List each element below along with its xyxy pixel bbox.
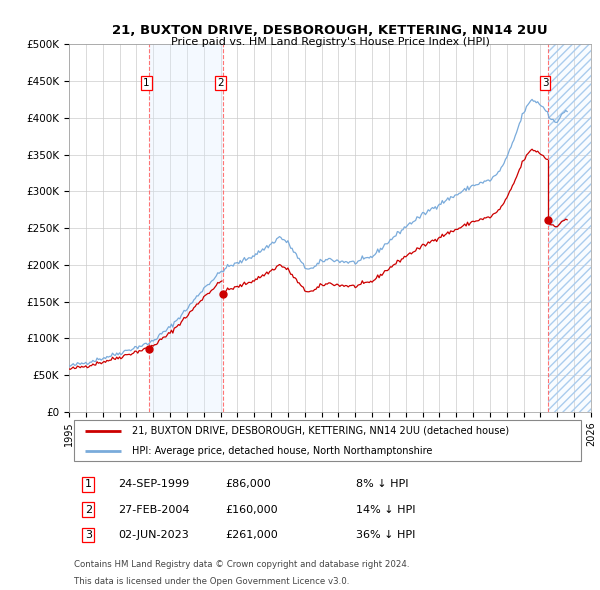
Text: 3: 3 [85, 530, 92, 540]
Text: 21, BUXTON DRIVE, DESBOROUGH, KETTERING, NN14 2UU: 21, BUXTON DRIVE, DESBOROUGH, KETTERING,… [112, 24, 548, 37]
Bar [149, 44, 223, 412]
Text: £86,000: £86,000 [226, 479, 271, 489]
Text: Price paid vs. HM Land Registry's House Price Index (HPI): Price paid vs. HM Land Registry's House … [170, 37, 490, 47]
Text: £160,000: £160,000 [226, 504, 278, 514]
Text: 24-SEP-1999: 24-SEP-1999 [119, 479, 190, 489]
Text: 21, BUXTON DRIVE, DESBOROUGH, KETTERING, NN14 2UU (detached house): 21, BUXTON DRIVE, DESBOROUGH, KETTERING,… [131, 425, 509, 435]
Text: 02-JUN-2023: 02-JUN-2023 [119, 530, 190, 540]
Bar [548, 44, 591, 412]
Text: 36% ↓ HPI: 36% ↓ HPI [356, 530, 415, 540]
Text: 1: 1 [143, 78, 149, 88]
Text: 3: 3 [542, 78, 548, 88]
Text: 14% ↓ HPI: 14% ↓ HPI [356, 504, 416, 514]
Text: 8% ↓ HPI: 8% ↓ HPI [356, 479, 409, 489]
Text: 2: 2 [217, 78, 224, 88]
Text: £261,000: £261,000 [226, 530, 278, 540]
Text: HPI: Average price, detached house, North Northamptonshire: HPI: Average price, detached house, Nort… [131, 447, 432, 457]
FancyBboxPatch shape [74, 419, 581, 461]
Bar [548, 44, 591, 412]
Text: 2: 2 [85, 504, 92, 514]
Text: 27-FEB-2004: 27-FEB-2004 [119, 504, 190, 514]
Text: This data is licensed under the Open Government Licence v3.0.: This data is licensed under the Open Gov… [74, 578, 350, 586]
Text: 1: 1 [85, 479, 92, 489]
Text: Contains HM Land Registry data © Crown copyright and database right 2024.: Contains HM Land Registry data © Crown c… [74, 559, 410, 569]
